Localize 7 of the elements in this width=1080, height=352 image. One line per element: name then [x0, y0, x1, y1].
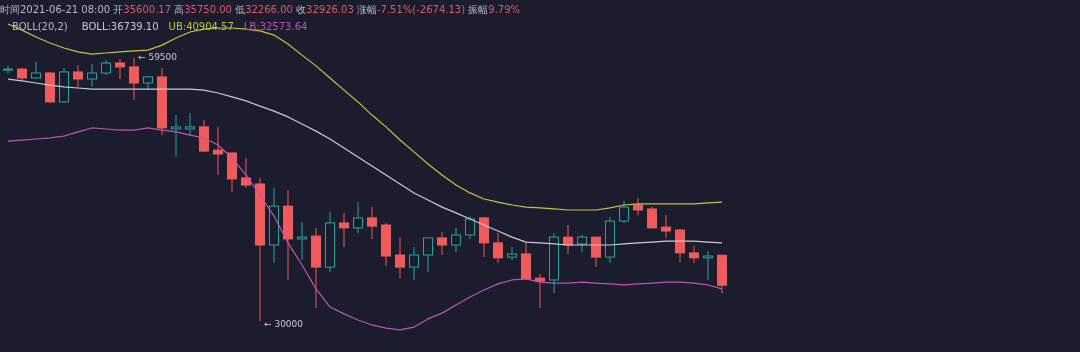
series-name: BOLL:36739.10 — [81, 21, 159, 32]
title: 时间2021-06-21 08:00 开35600.17 高35750.00 低32266.00 收32926.03 涨幅-7.51%(-2674.13) 振幅9.79% — [0, 4, 521, 15]
annotation: BOLL(20,2) — [12, 21, 68, 32]
annotation: ← 59500 — [138, 52, 178, 62]
series-name: LB:32573.64 — [243, 21, 308, 32]
annotation: ← 30000 — [264, 319, 304, 329]
series-name: UB:40904.57 — [168, 21, 234, 32]
